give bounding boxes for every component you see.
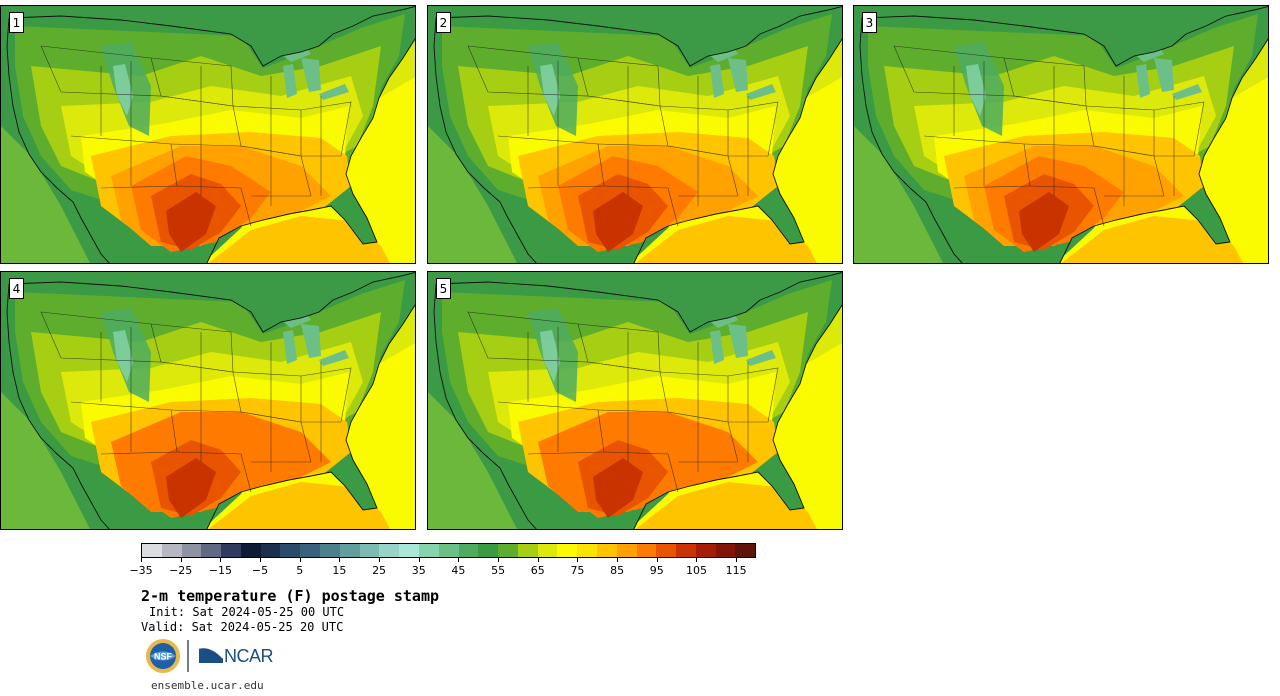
member-map-4: 4 <box>0 271 416 530</box>
colorbar-tick-label: 35 <box>411 564 426 577</box>
colorbar-swatch <box>142 544 162 557</box>
colorbar-swatch <box>715 544 736 557</box>
member-number-label: 3 <box>862 12 877 33</box>
member-map-3: 3 <box>853 5 1269 264</box>
nsf-logo-text: NSF <box>154 652 173 662</box>
colorbar-tick-label: 45 <box>451 564 466 577</box>
temperature-map <box>854 6 1268 263</box>
chart-title: 2-m temperature (F) postage stamp <box>141 587 440 605</box>
colorbar-swatch <box>201 544 222 557</box>
colorbar-swatch <box>616 544 637 557</box>
colorbar-tick-label: 115 <box>725 564 747 577</box>
colorbar-tick <box>379 558 381 562</box>
colorbar-swatch <box>498 544 518 557</box>
colorbar-swatch <box>636 544 657 557</box>
colorbar-tick <box>299 558 301 562</box>
member-number-label: 2 <box>436 12 451 33</box>
colorbar-tick-label: 75 <box>570 564 585 577</box>
colorbar-swatch <box>300 544 321 557</box>
ncar-logo-text: NCAR <box>224 646 274 666</box>
temperature-map <box>428 272 842 529</box>
colorbar-tick <box>339 558 341 562</box>
colorbar-swatch <box>577 544 597 557</box>
member-map-2: 2 <box>427 5 843 264</box>
colorbar-swatch <box>161 544 182 557</box>
colorbar-tick <box>220 558 222 562</box>
logo-divider <box>187 640 189 672</box>
colorbar-swatch <box>438 544 459 557</box>
colorbar-tick-label: 25 <box>372 564 387 577</box>
colorbar-swatch <box>320 544 340 557</box>
colorbar-tick <box>617 558 619 562</box>
member-number-label: 5 <box>436 278 451 299</box>
colorbar-swatch <box>260 544 281 557</box>
colorbar-swatch <box>379 544 400 557</box>
colorbar-swatch <box>418 544 439 557</box>
colorbar-tick <box>260 558 262 562</box>
valid-time: Valid: Sat 2024-05-25 20 UTC <box>141 620 344 634</box>
colorbar-tick-label: 85 <box>610 564 625 577</box>
nsf-logo-icon: NSF <box>146 639 180 673</box>
colorbar-swatch <box>181 544 202 557</box>
colorbar-swatch <box>676 544 696 557</box>
colorbar-tick <box>418 558 420 562</box>
colorbar-tick-label: −25 <box>169 564 193 577</box>
colorbar-tick <box>141 558 142 562</box>
colorbar-tick-label: 105 <box>685 564 707 577</box>
colorbar-tick <box>498 558 500 562</box>
ncar-logo-icon <box>198 646 224 663</box>
member-number-label: 1 <box>9 12 24 33</box>
colorbar-tick <box>736 558 738 562</box>
colorbar-swatch <box>557 544 578 557</box>
colorbar-tick-label: 15 <box>332 564 347 577</box>
temperature-colorbar <box>141 543 756 558</box>
colorbar-tick-label: 5 <box>296 564 304 577</box>
colorbar-swatch <box>359 544 380 557</box>
colorbar-swatch <box>735 544 756 557</box>
colorbar-swatch <box>339 544 360 557</box>
member-map-1: 1 <box>0 5 416 264</box>
colorbar-tick <box>537 558 539 562</box>
colorbar-swatch <box>280 544 301 557</box>
colorbar-tick <box>696 558 698 562</box>
colorbar-swatch <box>458 544 479 557</box>
colorbar-swatch <box>399 544 419 557</box>
colorbar-swatch <box>240 544 261 557</box>
colorbar-tick <box>458 558 460 562</box>
colorbar-tick-label: −15 <box>208 564 232 577</box>
colorbar-swatch <box>656 544 677 557</box>
colorbar-swatch <box>537 544 558 557</box>
colorbar-tick-label: 95 <box>649 564 664 577</box>
colorbar-swatch <box>478 544 499 557</box>
temperature-map <box>428 6 842 263</box>
colorbar-tick-label: 65 <box>530 564 545 577</box>
colorbar-tick <box>180 558 182 562</box>
colorbar-swatch <box>596 544 617 557</box>
colorbar-tick-label: −35 <box>129 564 153 577</box>
colorbar-swatch <box>695 544 716 557</box>
site-url: ensemble.ucar.edu <box>151 679 264 692</box>
colorbar-tick-labels: −35 −25 −15 −5 5 15 25 35 45 55 65 75 85 95 105 115 <box>129 558 756 578</box>
temperature-map <box>1 272 415 529</box>
colorbar-tick <box>656 558 658 562</box>
member-number-label: 4 <box>9 278 24 299</box>
temperature-map <box>1 6 415 263</box>
colorbar-tick-label: −5 <box>251 564 269 577</box>
member-map-5: 5 <box>427 271 843 530</box>
colorbar-tick <box>577 558 579 562</box>
colorbar-swatch <box>221 544 241 557</box>
colorbar-tick-label: 55 <box>491 564 506 577</box>
colorbar-swatch <box>517 544 538 557</box>
init-time: Init: Sat 2024-05-25 00 UTC <box>149 605 345 619</box>
